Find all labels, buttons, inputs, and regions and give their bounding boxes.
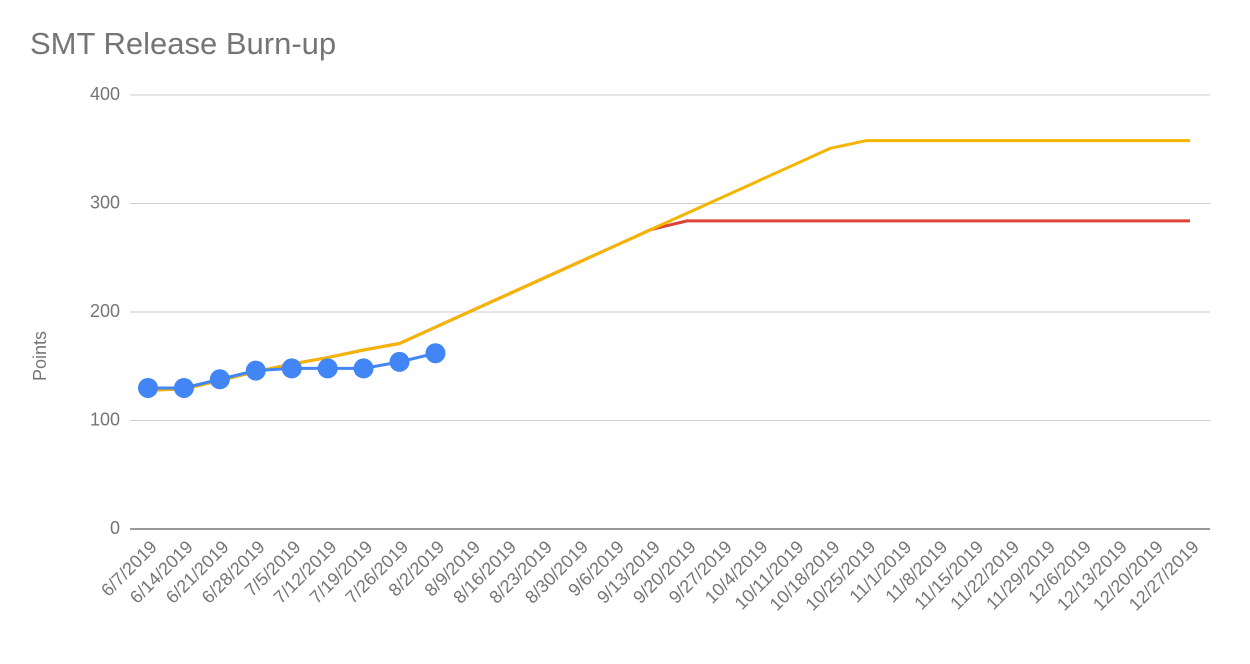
y-tick-label: 0 (110, 518, 120, 538)
y-axis-label: Points (30, 331, 50, 381)
series-line (147, 219, 1190, 392)
data-point (173, 377, 194, 398)
y-tick-label: 400 (90, 84, 120, 104)
data-point (281, 358, 302, 379)
data-point (317, 358, 338, 379)
chart-title: SMT Release Burn-up (30, 26, 336, 61)
data-point (245, 360, 266, 381)
y-tick-label: 300 (90, 192, 120, 212)
data-point (138, 377, 158, 398)
data-point (425, 343, 446, 364)
data-point (389, 351, 410, 372)
series-line (147, 139, 1190, 392)
data-point (209, 369, 230, 390)
y-tick-label: 200 (90, 301, 120, 321)
data-point (353, 358, 374, 379)
y-tick-label: 100 (90, 409, 120, 429)
